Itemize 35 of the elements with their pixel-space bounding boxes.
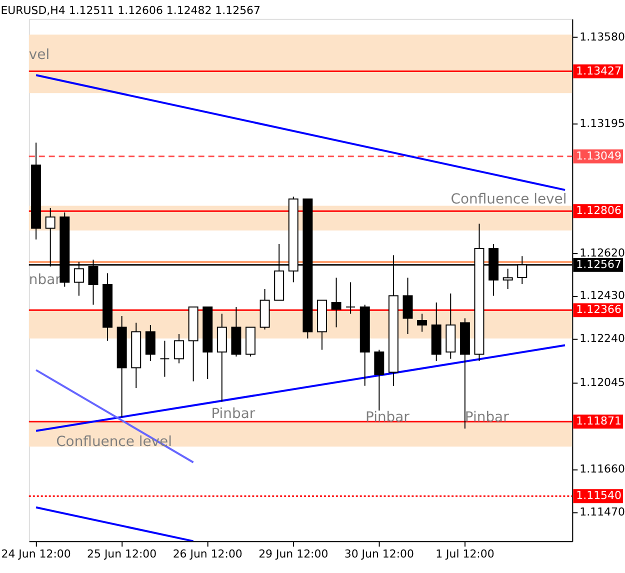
- ref-line-label: 1.12806: [576, 204, 622, 218]
- ref-line-label: 1.11540: [576, 489, 622, 502]
- x-tick-label: 30 Jun 12:00: [344, 548, 414, 561]
- ref-line-label: 1.12366: [576, 303, 622, 316]
- annotation: nbar: [28, 272, 62, 288]
- candlestick: [174, 334, 184, 364]
- x-tick-label: 24 Jun 12:00: [1, 548, 71, 561]
- y-tick-label: 1.13195: [580, 117, 625, 130]
- y-tick-label: 1.12620: [580, 246, 625, 260]
- candlestick: [331, 277, 342, 328]
- candlestick: [145, 324, 156, 362]
- y-tick-label: 1.12240: [580, 332, 625, 346]
- candlestick: [346, 282, 356, 314]
- x-tick-label: 1 Jul 12:00: [436, 548, 494, 561]
- y-tick-label: 1.12045: [580, 376, 625, 389]
- candlestick: [502, 268, 513, 290]
- ref-line-label: 1.13427: [576, 64, 622, 78]
- x-tick-label: 25 Jun 12:00: [87, 548, 157, 561]
- x-tick-label: 26 Jun 12:00: [172, 548, 242, 561]
- candlestick: [160, 340, 170, 378]
- y-tick-label: 1.13580: [580, 30, 625, 44]
- ref-line-label: 1.12567: [576, 258, 622, 271]
- candlestick: [374, 349, 384, 412]
- candlestick: [417, 313, 428, 332]
- y-tick-label: 1.12430: [580, 289, 625, 302]
- chart-title: EURUSD,H4 1.12511 1.12606 1.12482 1.12567: [0, 4, 260, 17]
- annotation: Confluence level: [450, 192, 567, 208]
- y-tick-label: 1.11660: [580, 462, 625, 476]
- annotation: vel: [28, 46, 50, 63]
- ref-line-label: 1.11871: [576, 414, 622, 428]
- x-tick-label: 29 Jun 12:00: [258, 548, 328, 561]
- ref-line-label: 1.13049: [576, 149, 622, 162]
- candlestick: [402, 277, 413, 335]
- annotation: Pinbar: [211, 406, 256, 422]
- y-tick-label: 1.11470: [580, 505, 625, 518]
